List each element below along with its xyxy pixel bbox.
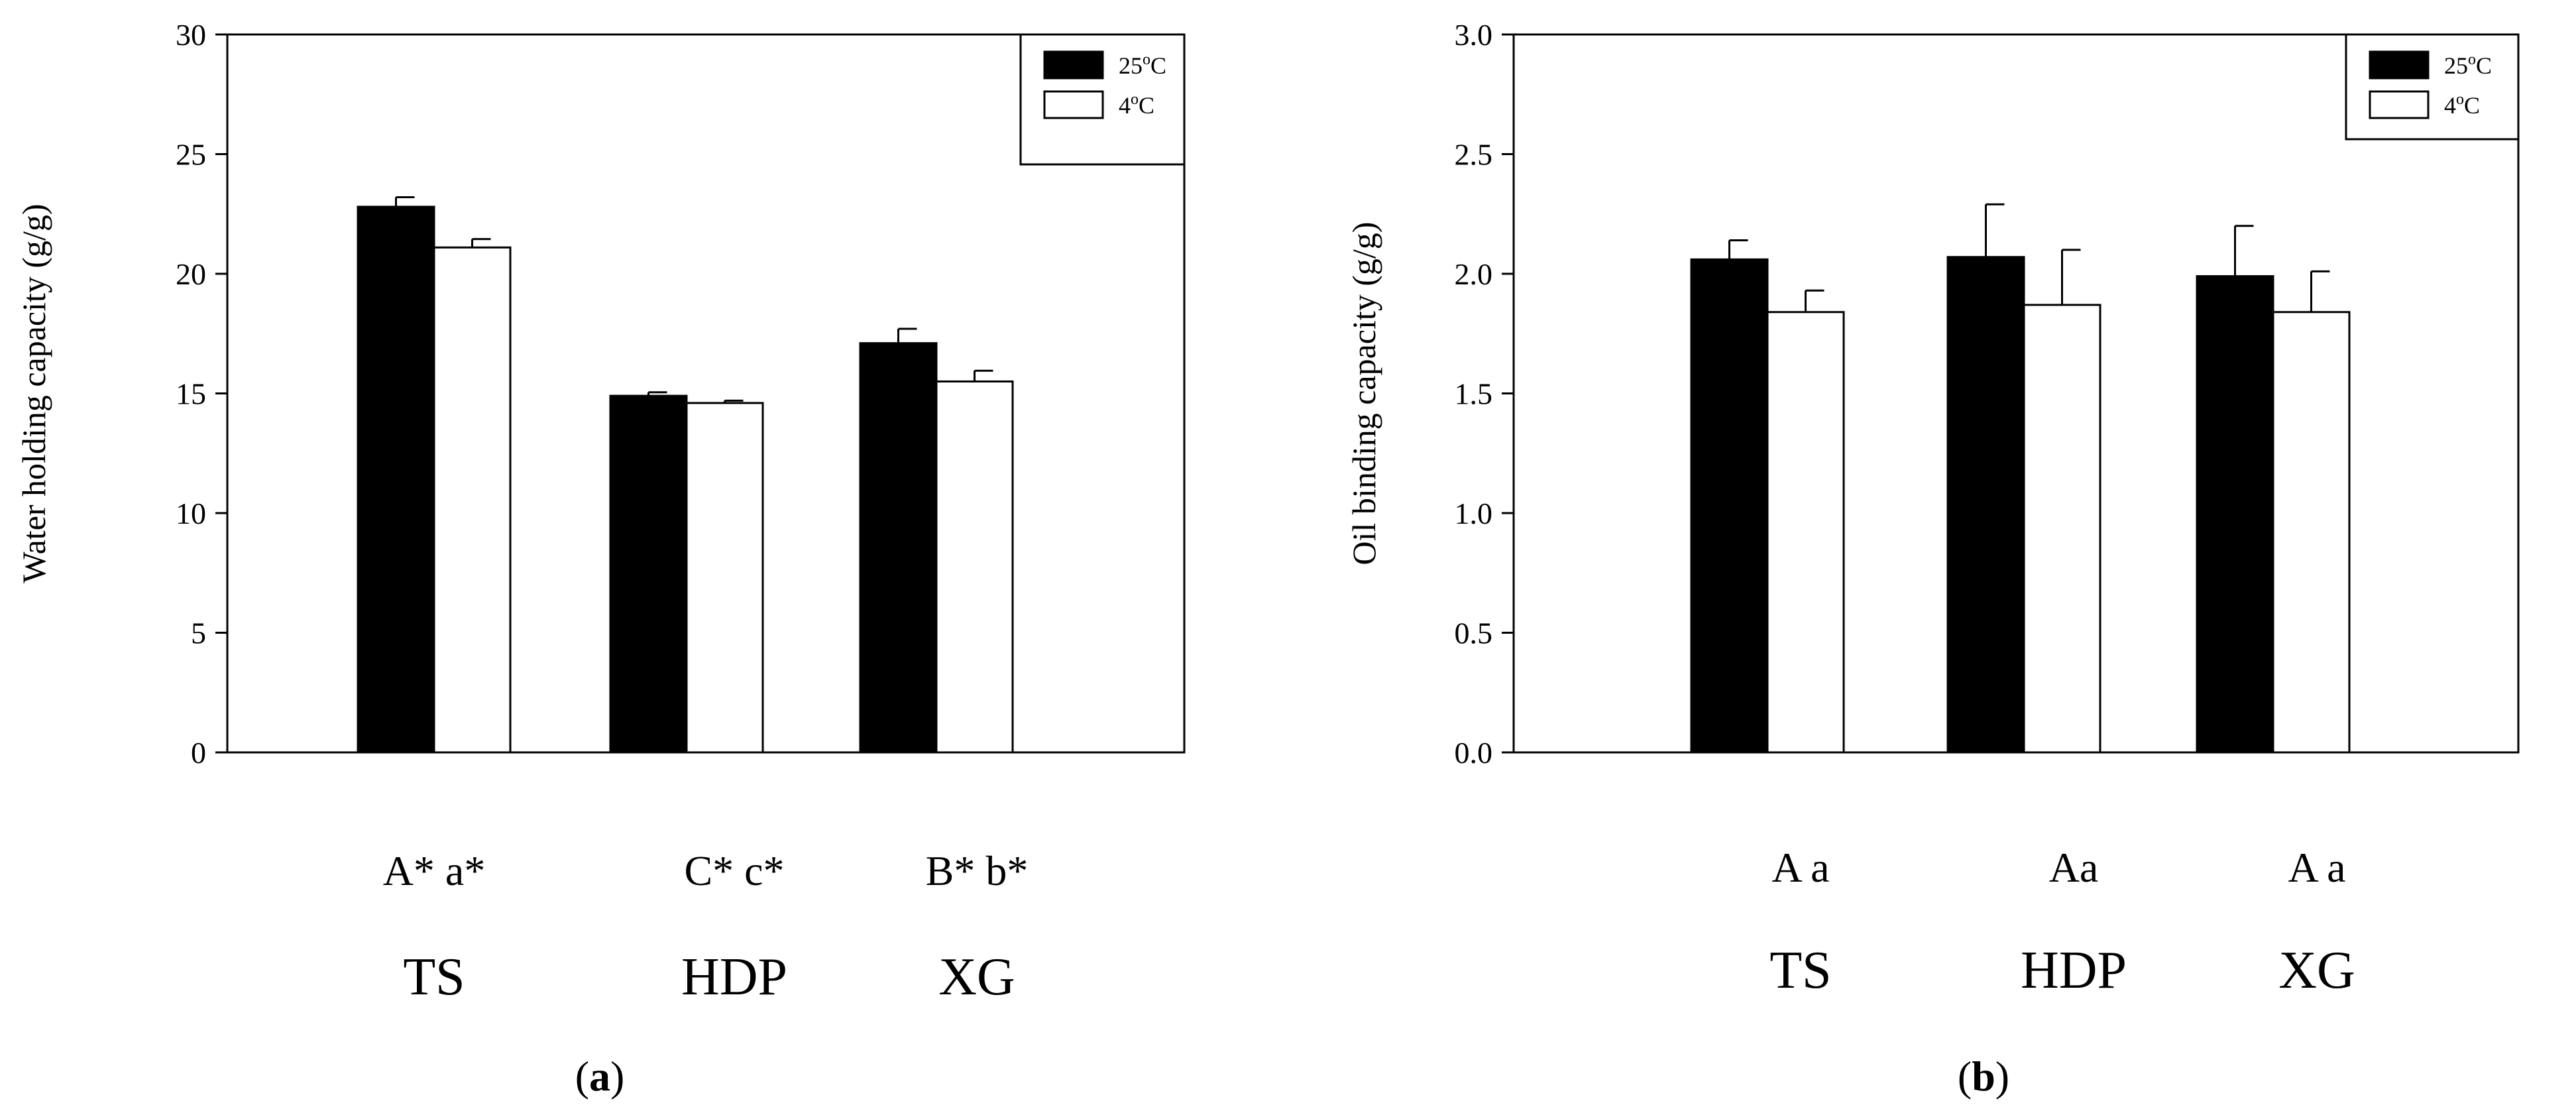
category-label-ts: TS <box>403 948 465 1006</box>
legend-label-value: 4 <box>1119 92 1131 119</box>
bar-hdp-25c <box>1946 256 2025 754</box>
legend-label-value: 4 <box>2444 92 2456 119</box>
bar-ts-25c <box>357 205 435 754</box>
chart-panel-a: 0 5 10 15 20 25 30 Water holding capacity (g/g)… <box>15 18 1186 1100</box>
significance-label: A* a* <box>383 847 486 894</box>
legend-degree-sign: o <box>2456 91 2464 108</box>
bar-hdp-4c <box>685 402 764 754</box>
panel-label-open-paren: ( <box>1958 1053 1972 1100</box>
panel-label-close-paren: ) <box>1995 1053 2009 1100</box>
significance-label: A a <box>1771 844 1829 891</box>
panel-label-letter: a <box>589 1053 610 1100</box>
significance-label: C* c* <box>684 847 784 894</box>
y-tick-label: 0.5 <box>1455 616 1493 650</box>
y-tick-label: 10 <box>176 497 206 530</box>
bar-xg-25c <box>859 342 938 754</box>
y-axis-label: Oil binding capacity (g/g) <box>1345 222 1382 565</box>
y-tick-label: 25 <box>176 138 206 172</box>
legend-swatch <box>2369 50 2430 80</box>
bar-ts-4c <box>433 246 512 754</box>
bar-hdp-4c <box>2023 304 2101 754</box>
legend-swatch <box>2369 90 2430 119</box>
legend-label: 4oC <box>1119 91 1154 119</box>
legend-label-unit: C <box>1139 92 1154 119</box>
panel-label-letter: b <box>1972 1053 1995 1100</box>
legend-degree-sign: o <box>1143 51 1150 68</box>
bar-hdp-25c <box>609 394 688 754</box>
y-tick-label: 5 <box>191 616 206 650</box>
legend-degree-sign: o <box>1131 91 1139 108</box>
y-tick-label: 30 <box>176 18 206 52</box>
bar-ts-25c <box>1690 258 1769 754</box>
panel-label: (b) <box>1958 1053 2009 1100</box>
y-tick-label: 0 <box>191 736 206 770</box>
legend-box <box>2345 33 2520 141</box>
legend-label-value: 25 <box>2444 52 2468 79</box>
y-tick-label: 20 <box>176 257 206 291</box>
panel-label: (a) <box>575 1053 625 1100</box>
category-label-hdp: HDP <box>2021 941 2127 1000</box>
bar-ts-4c <box>1766 311 1845 754</box>
y-tick-label: 15 <box>176 377 206 411</box>
legend-degree-sign: o <box>2468 51 2476 68</box>
bar-xg-25c <box>2196 275 2274 754</box>
chart-panel-b: 0.0 0.5 1.0 1.5 2.0 2.5 3.0 Oil binding capacit… <box>1345 18 2520 1100</box>
bar-xg-4c <box>935 380 1014 754</box>
legend-label-unit: C <box>1150 52 1166 79</box>
y-tick-label: 2.5 <box>1455 138 1493 172</box>
y-axis-label: Water holding capacity (g/g) <box>15 204 52 583</box>
y-tick-label: 0.0 <box>1455 736 1493 770</box>
significance-label: Aa <box>2049 844 2099 891</box>
category-label-xg: XG <box>2278 941 2355 1000</box>
panel-label-close-paren: ) <box>610 1053 624 1100</box>
legend-label-unit: C <box>2476 52 2492 79</box>
y-tick-label: 3.0 <box>1455 18 1493 52</box>
category-label-hdp: HDP <box>681 948 787 1006</box>
category-label-xg: XG <box>938 948 1015 1006</box>
significance-label: A a <box>2288 844 2345 891</box>
legend-label: 25oC <box>1119 51 1166 79</box>
legend-swatch <box>1043 90 1104 119</box>
legend-label: 4oC <box>2444 91 2480 119</box>
y-tick-label: 2.0 <box>1455 257 1493 291</box>
panel-label-open-paren: ( <box>575 1053 589 1100</box>
bar-xg-4c <box>2272 311 2351 754</box>
significance-label: B* b* <box>926 847 1029 894</box>
legend-label-unit: C <box>2464 92 2480 119</box>
legend-label: 25oC <box>2444 51 2492 79</box>
y-tick-label: 1.0 <box>1455 497 1493 530</box>
legend-label-value: 25 <box>1119 52 1143 79</box>
category-label-ts: TS <box>1769 941 1831 1000</box>
y-tick-label: 1.5 <box>1455 377 1493 411</box>
legend-swatch <box>1043 50 1104 80</box>
